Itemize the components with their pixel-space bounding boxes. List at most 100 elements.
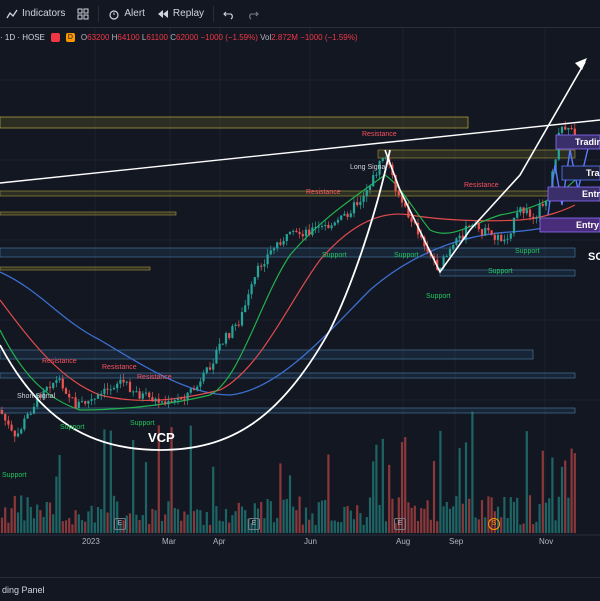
volume-bar (112, 495, 116, 533)
volume-bar (71, 524, 74, 533)
alert-button[interactable]: Alert (102, 8, 151, 20)
candle (196, 386, 199, 391)
ma-fast-line (0, 174, 576, 411)
volume-bar (516, 497, 519, 533)
volume-bar (205, 512, 208, 533)
earnings-marker[interactable]: E (394, 518, 406, 530)
volume-bar (394, 522, 397, 533)
volume-bar (400, 442, 404, 533)
volume-bar (500, 517, 503, 533)
resistance-label: Resistance (362, 131, 397, 138)
candle (103, 388, 106, 394)
volume-bar (215, 506, 218, 533)
volume-bar (455, 496, 458, 533)
volume-bar (125, 515, 128, 533)
earnings-marker[interactable]: E (248, 518, 260, 530)
support-label: Support (426, 293, 451, 300)
resistance-label: Resistance (102, 364, 137, 371)
volume-bar (564, 460, 567, 533)
volume-bar (244, 510, 247, 533)
candle (458, 235, 461, 239)
candle (26, 413, 29, 419)
dividend-marker[interactable]: S (488, 518, 500, 530)
alarm-clock-icon (109, 9, 119, 20)
volume-bar (84, 521, 87, 533)
symbol-legend: · 1D · HOSE D O63200 H64100 L61100 C6200… (0, 29, 358, 45)
volume-bar (551, 457, 554, 533)
volume-bar (324, 499, 327, 533)
candle (10, 424, 13, 431)
resistance-zone (0, 211, 177, 216)
volume-bar (445, 501, 448, 533)
volume-bar (375, 444, 378, 533)
candle (442, 256, 445, 268)
x-tick-label: Mar (162, 537, 176, 546)
candle (461, 235, 464, 240)
volume-bar (266, 498, 269, 533)
support-label: Support (322, 252, 347, 259)
candle (544, 201, 548, 206)
volume-bar (503, 496, 506, 533)
candle (93, 398, 96, 400)
candle (164, 401, 167, 405)
volume-bar (141, 515, 144, 533)
candle (45, 386, 48, 391)
support-zone (0, 372, 576, 379)
undo-button[interactable] (217, 8, 241, 20)
volume-bar (100, 509, 103, 533)
volume-bar (368, 497, 372, 533)
candle (423, 237, 426, 247)
volume-bar (538, 504, 541, 533)
candle (308, 229, 311, 235)
indicators-button[interactable]: Indicators (0, 8, 71, 20)
candle (311, 227, 314, 235)
zigzag-line (384, 61, 586, 274)
volume-bar (279, 463, 282, 533)
candle (151, 397, 154, 402)
volume-bar (490, 497, 493, 533)
trading-panel-tab[interactable]: ding Panel (2, 584, 45, 595)
replay-button[interactable]: Replay (151, 8, 210, 20)
x-tick-label: Apr (213, 537, 226, 546)
volume-bar (122, 520, 125, 533)
volume-bar (362, 524, 365, 533)
candle (404, 202, 407, 207)
redo-button[interactable] (241, 8, 265, 20)
candle (231, 325, 234, 338)
entry-box-label: Entr (582, 189, 600, 199)
flag-icon[interactable] (50, 32, 60, 42)
volume-bar (170, 427, 173, 533)
trade-box (561, 165, 600, 181)
candle (112, 388, 116, 390)
zone-lines (0, 116, 576, 414)
redo-icon (249, 11, 259, 19)
volume-bar (212, 466, 215, 533)
volume-bar (167, 501, 170, 533)
volume-bar (352, 519, 356, 533)
volume-bar (535, 521, 538, 533)
volume-bar (164, 514, 167, 533)
volume-bar (416, 520, 420, 533)
top-toolbar: Indicators Alert Replay (0, 0, 600, 28)
earnings-marker[interactable]: E (114, 518, 126, 530)
layout-button[interactable] (71, 8, 95, 20)
x-tick-label: 2023 (82, 537, 100, 546)
volume-bar (448, 508, 452, 533)
candle (135, 391, 138, 393)
volume-bar (317, 502, 320, 533)
candle (570, 127, 573, 129)
candle (487, 227, 490, 231)
symbol-label[interactable]: · 1D · HOSE (0, 32, 45, 42)
volume-bar (106, 512, 109, 533)
volume-bar (256, 508, 260, 533)
volume-bar (160, 520, 164, 533)
volume-bar (560, 466, 564, 533)
candle (493, 234, 496, 240)
trading-box (555, 134, 600, 150)
volume-bar (359, 513, 362, 533)
volume-bar (285, 498, 288, 533)
candle (36, 394, 39, 407)
candle (320, 226, 324, 228)
volume-bar (570, 448, 573, 533)
